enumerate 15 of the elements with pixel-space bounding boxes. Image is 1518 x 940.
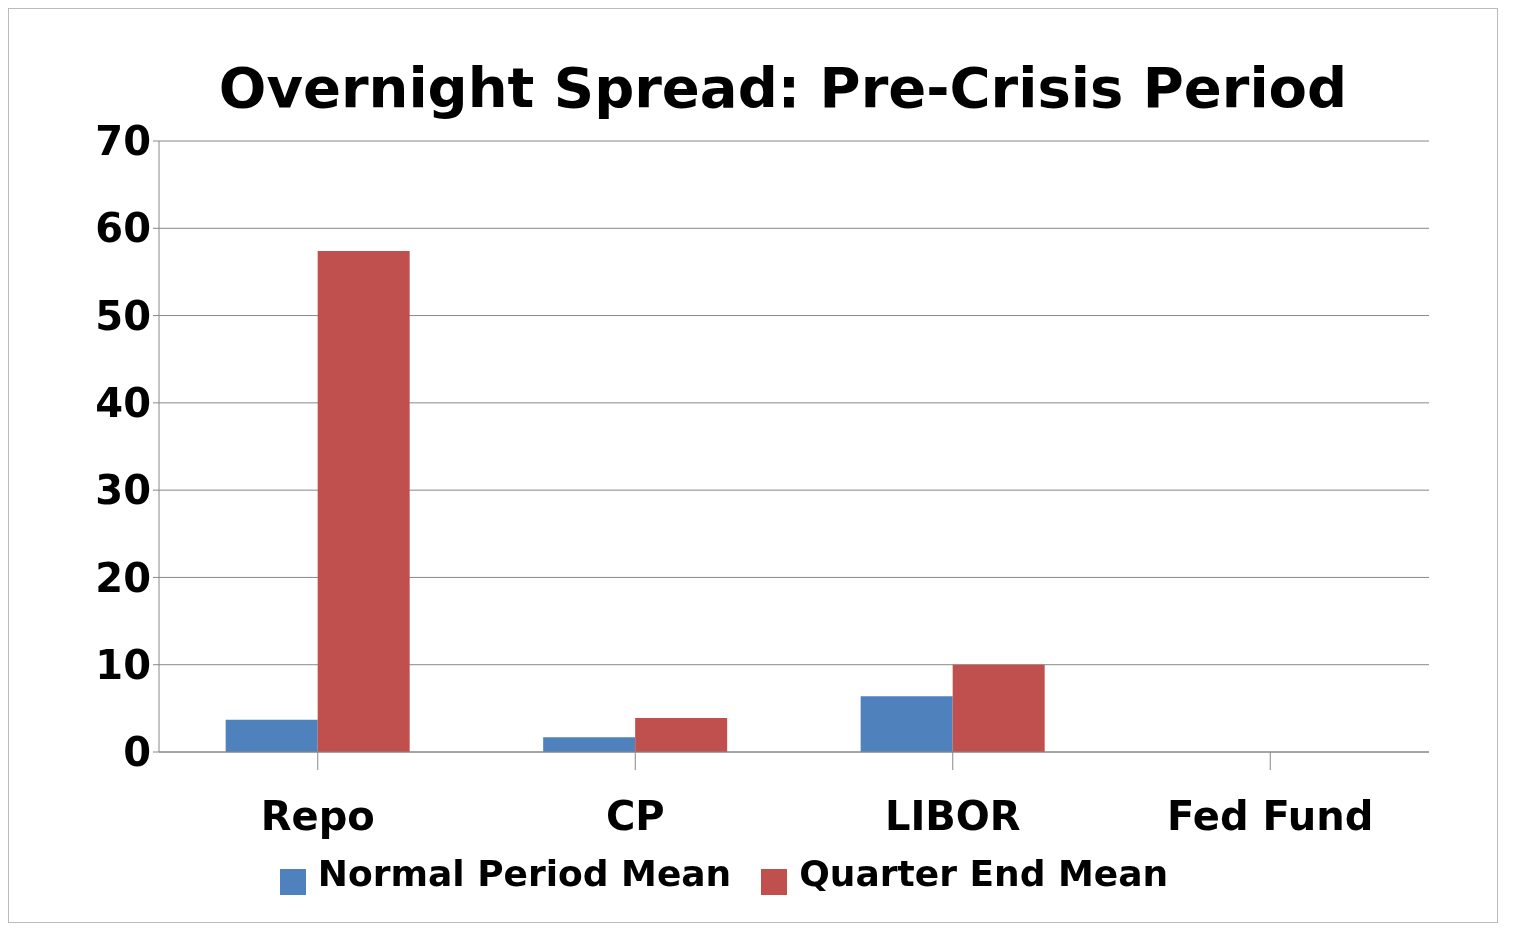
y-tick-label: 20 [95,554,151,601]
y-tick-label: 0 [123,729,151,776]
y-tick-label: 10 [95,641,151,688]
y-tick-label: 70 [95,118,151,165]
x-tick-label: Fed Fund [1167,793,1374,840]
legend-label: Quarter End Mean [799,853,1169,894]
y-tick-label: 60 [95,205,151,252]
legend-label: Normal Period Mean [317,853,732,894]
y-tick-label: 50 [95,292,151,339]
x-tick-label: Repo [260,793,375,840]
x-tick-label: LIBOR [884,793,1021,840]
y-tick-label: 40 [95,380,151,427]
y-tick-label: 30 [95,467,151,514]
x-tick-label: CP [605,793,665,840]
chart-title: Overnight Spread: Pre-Crisis Period [218,55,1348,120]
